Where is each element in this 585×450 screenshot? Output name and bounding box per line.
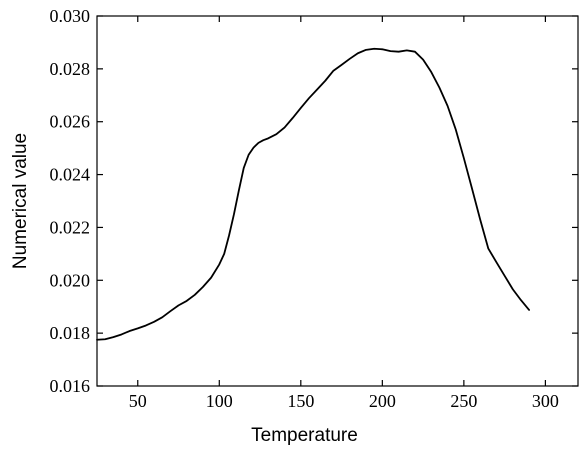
x-tick-label: 100 [206, 391, 233, 411]
series-line-0 [96, 47, 530, 341]
x-tick-label: 200 [369, 391, 396, 411]
y-tick-label: 0.020 [50, 270, 91, 290]
x-tick-label: 50 [129, 391, 147, 411]
plot-area: 50 100 150 200 250 300 0.016 0.018 0.020 0.022 0.0… [10, 6, 579, 446]
y-tick-label: 0.018 [50, 323, 91, 343]
y-tick-label: 0.022 [50, 217, 91, 237]
x-tick-label: 250 [450, 391, 477, 411]
x-axis-title: Temperature [251, 425, 358, 446]
y-tick-label: 0.028 [50, 59, 91, 79]
x-tick-label: 150 [287, 391, 314, 411]
y-tick-label: 0.024 [50, 165, 91, 185]
y-tick-label: 0.026 [50, 112, 91, 132]
plot-frame [96, 15, 579, 387]
y-tick-label: 0.016 [50, 376, 91, 396]
x-tick-label: 300 [532, 391, 559, 411]
y-tick-label: 0.030 [50, 6, 91, 26]
y-axis-title: Numerical value [10, 133, 31, 269]
